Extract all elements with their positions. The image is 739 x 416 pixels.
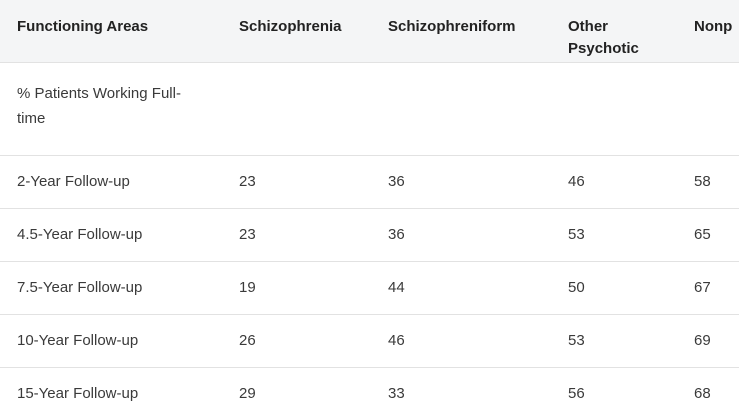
table-row: 10-Year Follow-up 26 46 53 69 bbox=[0, 314, 739, 368]
cell-other-psychotic: 56 bbox=[551, 367, 677, 416]
cell-schizophreniform: 46 bbox=[371, 314, 551, 368]
table-header: Functioning Areas Schizophrenia Schizoph… bbox=[0, 0, 739, 63]
cell-schizophrenia: 29 bbox=[222, 367, 371, 416]
empty-cell bbox=[371, 62, 551, 156]
row-label: 2-Year Follow-up bbox=[0, 155, 222, 209]
empty-cell bbox=[677, 62, 739, 156]
table-row: 2-Year Follow-up 23 36 46 58 bbox=[0, 155, 739, 209]
empty-cell bbox=[551, 62, 677, 156]
cell-nonpsychotic: 67 bbox=[677, 261, 739, 315]
cell-schizophreniform: 36 bbox=[371, 155, 551, 209]
cell-nonpsychotic: 68 bbox=[677, 367, 739, 416]
column-header-schizophrenia: Schizophrenia bbox=[222, 0, 371, 63]
column-header-other-psychotic: Other Psychotic bbox=[551, 0, 677, 63]
section-label: % Patients Working Full-time bbox=[17, 84, 181, 127]
section-label-cell: % Patients Working Full-time bbox=[0, 62, 222, 156]
cell-schizophrenia: 23 bbox=[222, 155, 371, 209]
row-label: 7.5-Year Follow-up bbox=[0, 261, 222, 315]
empty-cell bbox=[222, 62, 371, 156]
table-body: % Patients Working Full-time 2-Year Foll… bbox=[0, 62, 739, 416]
cell-other-psychotic: 53 bbox=[551, 208, 677, 262]
table-row: 15-Year Follow-up 29 33 56 68 bbox=[0, 367, 739, 416]
table-row: 7.5-Year Follow-up 19 44 50 67 bbox=[0, 261, 739, 315]
section-row: % Patients Working Full-time bbox=[0, 62, 739, 156]
row-label: 15-Year Follow-up bbox=[0, 367, 222, 416]
column-header-schizophreniform: Schizophreniform bbox=[371, 0, 551, 63]
column-header-nonpsychotic: Nonp bbox=[677, 0, 739, 63]
row-label: 4.5-Year Follow-up bbox=[0, 208, 222, 262]
header-row: Functioning Areas Schizophrenia Schizoph… bbox=[0, 0, 739, 63]
cell-schizophreniform: 33 bbox=[371, 367, 551, 416]
cell-schizophrenia: 23 bbox=[222, 208, 371, 262]
cell-schizophreniform: 44 bbox=[371, 261, 551, 315]
cell-other-psychotic: 46 bbox=[551, 155, 677, 209]
cell-nonpsychotic: 65 bbox=[677, 208, 739, 262]
column-header-functioning-areas: Functioning Areas bbox=[0, 0, 222, 63]
cell-other-psychotic: 50 bbox=[551, 261, 677, 315]
table-row: 4.5-Year Follow-up 23 36 53 65 bbox=[0, 208, 739, 262]
cell-schizophreniform: 36 bbox=[371, 208, 551, 262]
cell-schizophrenia: 26 bbox=[222, 314, 371, 368]
cell-nonpsychotic: 58 bbox=[677, 155, 739, 209]
row-label: 10-Year Follow-up bbox=[0, 314, 222, 368]
cell-other-psychotic: 53 bbox=[551, 314, 677, 368]
cell-nonpsychotic: 69 bbox=[677, 314, 739, 368]
cell-schizophrenia: 19 bbox=[222, 261, 371, 315]
